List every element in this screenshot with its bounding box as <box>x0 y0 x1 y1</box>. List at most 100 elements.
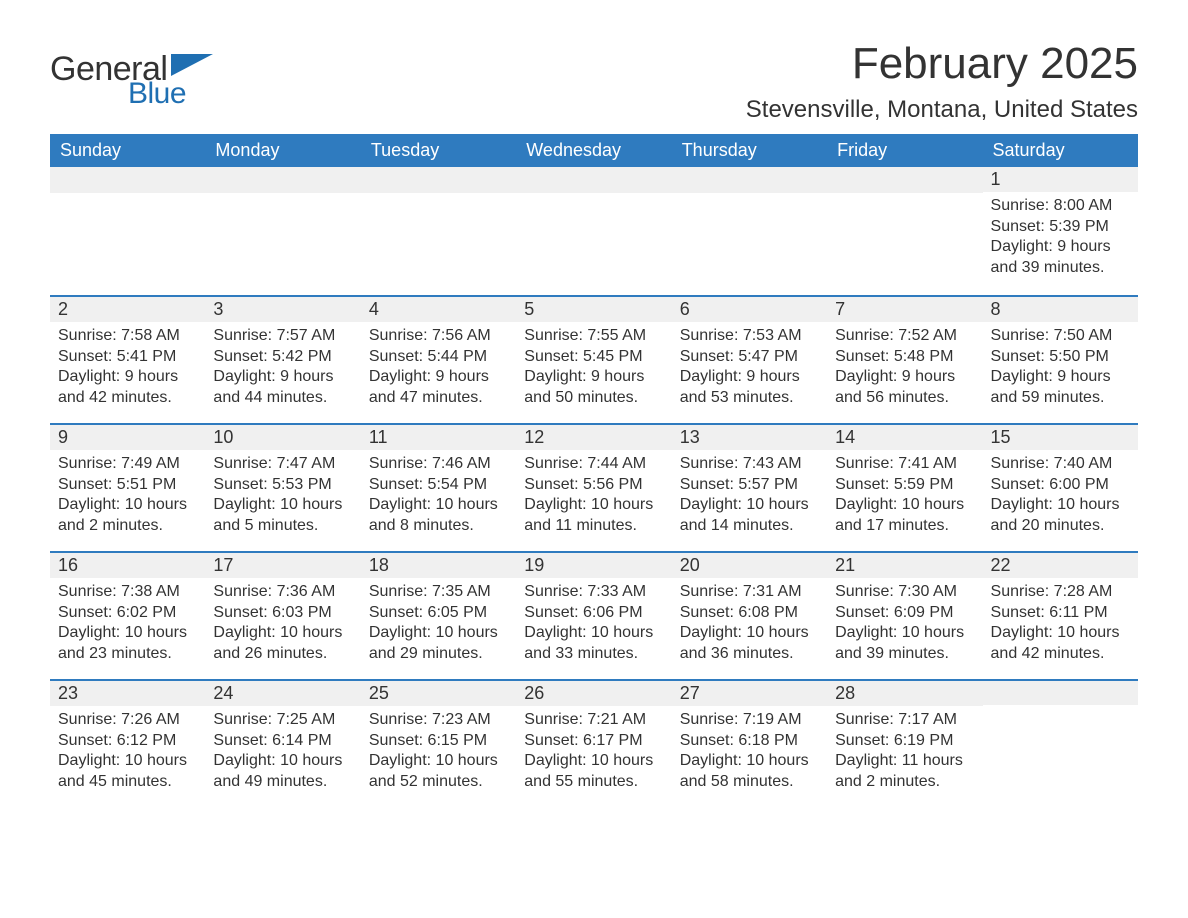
calendar-page: General Blue February 2025 Stevensville,… <box>0 0 1188 847</box>
sunrise-line: Sunrise: 7:55 AM <box>524 326 663 346</box>
day-number: 18 <box>361 551 516 578</box>
day-number: 25 <box>361 679 516 706</box>
calendar-cell: 10Sunrise: 7:47 AMSunset: 5:53 PMDayligh… <box>205 423 360 551</box>
daylight-line: Daylight: 10 hours and 5 minutes. <box>213 495 352 536</box>
sunset-line: Sunset: 5:39 PM <box>991 217 1130 237</box>
calendar-cell: 22Sunrise: 7:28 AMSunset: 6:11 PMDayligh… <box>983 551 1138 679</box>
daylight-line: Daylight: 10 hours and 52 minutes. <box>369 751 508 792</box>
daylight-line: Daylight: 10 hours and 58 minutes. <box>680 751 819 792</box>
sunset-line: Sunset: 6:09 PM <box>835 603 974 623</box>
daylight-line: Daylight: 9 hours and 53 minutes. <box>680 367 819 408</box>
calendar-cell: 28Sunrise: 7:17 AMSunset: 6:19 PMDayligh… <box>827 679 982 807</box>
sunrise-line: Sunrise: 7:44 AM <box>524 454 663 474</box>
empty-day-bar <box>672 167 827 193</box>
sunrise-line: Sunrise: 7:43 AM <box>680 454 819 474</box>
day-number: 9 <box>50 423 205 450</box>
sunrise-line: Sunrise: 7:30 AM <box>835 582 974 602</box>
daylight-line: Daylight: 10 hours and 17 minutes. <box>835 495 974 536</box>
calendar-cell: 14Sunrise: 7:41 AMSunset: 5:59 PMDayligh… <box>827 423 982 551</box>
calendar-cell: 24Sunrise: 7:25 AMSunset: 6:14 PMDayligh… <box>205 679 360 807</box>
calendar-cell: 8Sunrise: 7:50 AMSunset: 5:50 PMDaylight… <box>983 295 1138 423</box>
day-number: 27 <box>672 679 827 706</box>
sunrise-line: Sunrise: 7:38 AM <box>58 582 197 602</box>
day-details: Sunrise: 7:36 AMSunset: 6:03 PMDaylight:… <box>205 578 360 672</box>
daylight-line: Daylight: 10 hours and 49 minutes. <box>213 751 352 792</box>
calendar-cell <box>516 167 671 295</box>
sunrise-line: Sunrise: 7:35 AM <box>369 582 508 602</box>
day-details: Sunrise: 7:47 AMSunset: 5:53 PMDaylight:… <box>205 450 360 544</box>
day-number: 4 <box>361 295 516 322</box>
sunset-line: Sunset: 5:42 PM <box>213 347 352 367</box>
calendar-cell: 12 Sunrise: 7:44 AMSunset: 5:56 PMDayligh… <box>516 423 671 551</box>
sunrise-line: Sunrise: 7:21 AM <box>524 710 663 730</box>
sunrise-line: Sunrise: 7:49 AM <box>58 454 197 474</box>
calendar-table: SundayMondayTuesdayWednesdayThursdayFrid… <box>50 134 1138 807</box>
day-number: 7 <box>827 295 982 322</box>
sunset-line: Sunset: 6:18 PM <box>680 731 819 751</box>
daylight-line: Daylight: 10 hours and 23 minutes. <box>58 623 197 664</box>
sunset-line: Sunset: 6:00 PM <box>991 475 1130 495</box>
daylight-line: Daylight: 10 hours and 11 minutes. <box>524 495 663 536</box>
daylight-line: Daylight: 10 hours and 42 minutes. <box>991 623 1130 664</box>
empty-day-bar <box>361 167 516 193</box>
calendar-cell: 6Sunrise: 7:53 AMSunset: 5:47 PMDaylight… <box>672 295 827 423</box>
day-number: 10 <box>205 423 360 450</box>
day-number: 13 <box>672 423 827 450</box>
day-details: Sunrise: 7:55 AMSunset: 5:45 PMDaylight:… <box>516 322 671 416</box>
page-header: General Blue February 2025 Stevensville,… <box>50 40 1138 124</box>
calendar-cell: 11Sunrise: 7:46 AMSunset: 5:54 PMDayligh… <box>361 423 516 551</box>
day-details: Sunrise: 7:19 AMSunset: 6:18 PMDaylight:… <box>672 706 827 800</box>
day-number: 2 <box>50 295 205 322</box>
calendar-cell: 23Sunrise: 7:26 AMSunset: 6:12 PMDayligh… <box>50 679 205 807</box>
day-details: Sunrise: 7:41 AMSunset: 5:59 PMDaylight:… <box>827 450 982 544</box>
sunset-line: Sunset: 5:56 PM <box>524 475 663 495</box>
sunrise-line: Sunrise: 7:52 AM <box>835 326 974 346</box>
empty-day-bar <box>827 167 982 193</box>
sunrise-line: Sunrise: 7:47 AM <box>213 454 352 474</box>
sunset-line: Sunset: 6:14 PM <box>213 731 352 751</box>
sunset-line: Sunset: 5:47 PM <box>680 347 819 367</box>
calendar-week-row: 9Sunrise: 7:49 AMSunset: 5:51 PMDaylight… <box>50 423 1138 551</box>
calendar-cell: 4Sunrise: 7:56 AMSunset: 5:44 PMDaylight… <box>361 295 516 423</box>
daylight-line: Daylight: 9 hours and 59 minutes. <box>991 367 1130 408</box>
day-details: Sunrise: 7:50 AMSunset: 5:50 PMDaylight:… <box>983 322 1138 416</box>
sunset-line: Sunset: 5:59 PM <box>835 475 974 495</box>
calendar-cell <box>205 167 360 295</box>
calendar-week-row: 16Sunrise: 7:38 AMSunset: 6:02 PMDayligh… <box>50 551 1138 679</box>
calendar-cell: 17Sunrise: 7:36 AMSunset: 6:03 PMDayligh… <box>205 551 360 679</box>
calendar-week-row: 2Sunrise: 7:58 AMSunset: 5:41 PMDaylight… <box>50 295 1138 423</box>
sunrise-line: Sunrise: 7:19 AM <box>680 710 819 730</box>
weekday-header: Thursday <box>672 134 827 167</box>
day-details: Sunrise: 7:17 AMSunset: 6:19 PMDaylight:… <box>827 706 982 800</box>
sunset-line: Sunset: 5:44 PM <box>369 347 508 367</box>
day-number: 23 <box>50 679 205 706</box>
calendar-cell <box>50 167 205 295</box>
daylight-line: Daylight: 10 hours and 20 minutes. <box>991 495 1130 536</box>
day-details: Sunrise: 7:35 AMSunset: 6:05 PMDaylight:… <box>361 578 516 672</box>
sunrise-line: Sunrise: 7:17 AM <box>835 710 974 730</box>
sunset-line: Sunset: 5:50 PM <box>991 347 1130 367</box>
daylight-line: Daylight: 10 hours and 45 minutes. <box>58 751 197 792</box>
calendar-cell: 25Sunrise: 7:23 AMSunset: 6:15 PMDayligh… <box>361 679 516 807</box>
daylight-line: Daylight: 9 hours and 47 minutes. <box>369 367 508 408</box>
sunset-line: Sunset: 6:06 PM <box>524 603 663 623</box>
daylight-line: Daylight: 10 hours and 39 minutes. <box>835 623 974 664</box>
weekday-header: Wednesday <box>516 134 671 167</box>
month-title: February 2025 <box>746 40 1138 88</box>
calendar-cell: 19Sunrise: 7:33 AMSunset: 6:06 PMDayligh… <box>516 551 671 679</box>
day-number: 19 <box>516 551 671 578</box>
day-number: 12 <box>516 423 671 450</box>
day-details: Sunrise: 7:58 AMSunset: 5:41 PMDaylight:… <box>50 322 205 416</box>
calendar-cell: 18Sunrise: 7:35 AMSunset: 6:05 PMDayligh… <box>361 551 516 679</box>
sunrise-line: Sunrise: 7:57 AM <box>213 326 352 346</box>
day-number: 21 <box>827 551 982 578</box>
sunrise-line: Sunrise: 7:50 AM <box>991 326 1130 346</box>
day-details: Sunrise: 7:28 AMSunset: 6:11 PMDaylight:… <box>983 578 1138 672</box>
calendar-cell: 27Sunrise: 7:19 AMSunset: 6:18 PMDayligh… <box>672 679 827 807</box>
day-number: 8 <box>983 295 1138 322</box>
daylight-line: Daylight: 10 hours and 26 minutes. <box>213 623 352 664</box>
calendar-cell: 16Sunrise: 7:38 AMSunset: 6:02 PMDayligh… <box>50 551 205 679</box>
daylight-line: Daylight: 9 hours and 44 minutes. <box>213 367 352 408</box>
weekday-header: Monday <box>205 134 360 167</box>
day-details: Sunrise: 7:26 AMSunset: 6:12 PMDaylight:… <box>50 706 205 800</box>
